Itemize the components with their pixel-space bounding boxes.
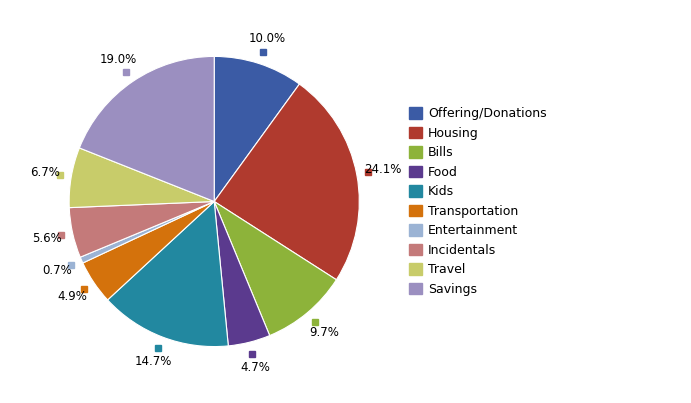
Text: 9.7%: 9.7% (309, 326, 339, 339)
Legend: Offering/Donations, Housing, Bills, Food, Kids, Transportation, Entertainment, I: Offering/Donations, Housing, Bills, Food… (409, 107, 547, 296)
Wedge shape (69, 202, 214, 257)
Wedge shape (79, 56, 214, 202)
Text: 19.0%: 19.0% (100, 53, 137, 66)
Text: 10.0%: 10.0% (249, 32, 285, 45)
Text: 4.7%: 4.7% (240, 361, 271, 374)
Text: 5.6%: 5.6% (32, 232, 62, 245)
Text: 24.1%: 24.1% (363, 163, 401, 176)
Text: 4.9%: 4.9% (57, 291, 87, 303)
Wedge shape (214, 202, 269, 346)
Text: 14.7%: 14.7% (135, 355, 172, 368)
Wedge shape (214, 202, 337, 336)
Wedge shape (69, 148, 214, 208)
Wedge shape (80, 202, 214, 263)
Text: 0.7%: 0.7% (43, 264, 73, 277)
Wedge shape (214, 56, 299, 202)
Wedge shape (108, 202, 228, 347)
Wedge shape (83, 202, 214, 300)
Text: 6.7%: 6.7% (30, 166, 60, 179)
Wedge shape (214, 84, 359, 280)
